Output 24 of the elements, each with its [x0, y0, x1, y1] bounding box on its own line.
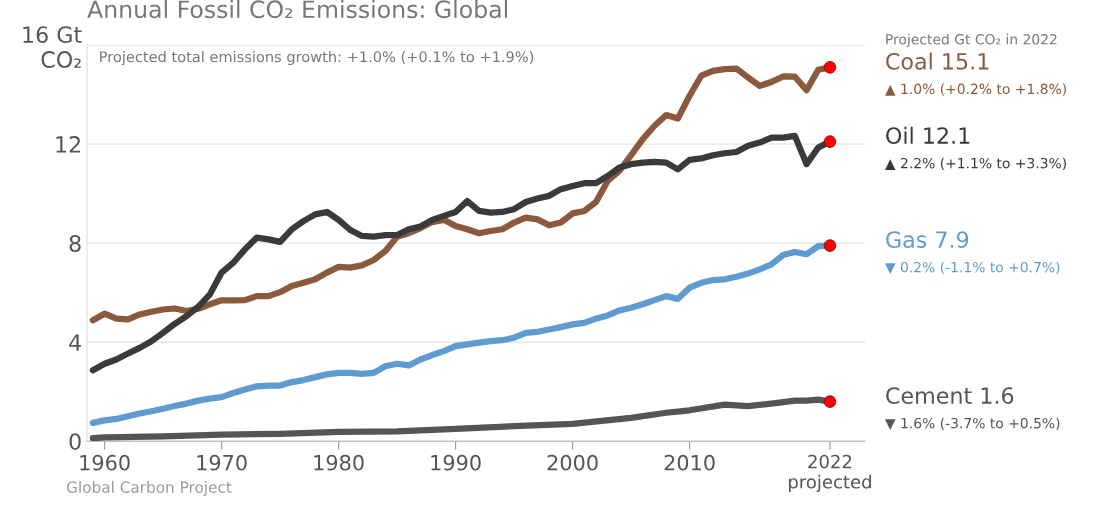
text: Global Carbon Project — [66, 481, 232, 496]
text: Oil 12.1 — [886, 126, 970, 145]
x-tick-label: 2022 projected — [789, 454, 871, 493]
text: ▲ 1.0% (+0.2% to +1.8%) — [884, 83, 1066, 96]
text: ▼ 1.6% (-3.7% to +0.5%) — [884, 417, 1060, 431]
text: Gas 7.9 — [886, 231, 969, 249]
y-tick-label: 12 — [56, 136, 80, 153]
text: Cement 1.6 — [886, 387, 1014, 405]
x-tick-label: 1980 — [314, 454, 364, 471]
x-tick-label: 2010 — [664, 454, 715, 471]
y-tick-label: 16 Gt CO₂ — [23, 26, 82, 68]
text: Coal 15.1 — [886, 52, 989, 70]
y-tick-label: 8 — [69, 235, 81, 252]
chart-subtitle: Projected total emissions growth: +1.0% (+0.1% to +1.9%) — [100, 50, 534, 66]
text: ▼ 0.2% (-1.1% to +0.7%) — [884, 261, 1060, 275]
x-tick-label: 1990 — [431, 454, 481, 471]
y-tick-label: 0 — [69, 433, 81, 450]
chart-title: Annual Fossil CO₂ Emissions: Global — [87, 0, 507, 19]
y-tick-label: 4 — [69, 334, 81, 351]
text: Projected Gt CO₂ in 2022 — [886, 33, 1057, 48]
x-tick-label: 2000 — [547, 454, 598, 471]
x-tick-label: 1970 — [197, 454, 247, 471]
x-tick-label: 1960 — [80, 454, 130, 471]
text: ▲ 2.2% (+1.1% to +3.3%) — [884, 157, 1066, 171]
